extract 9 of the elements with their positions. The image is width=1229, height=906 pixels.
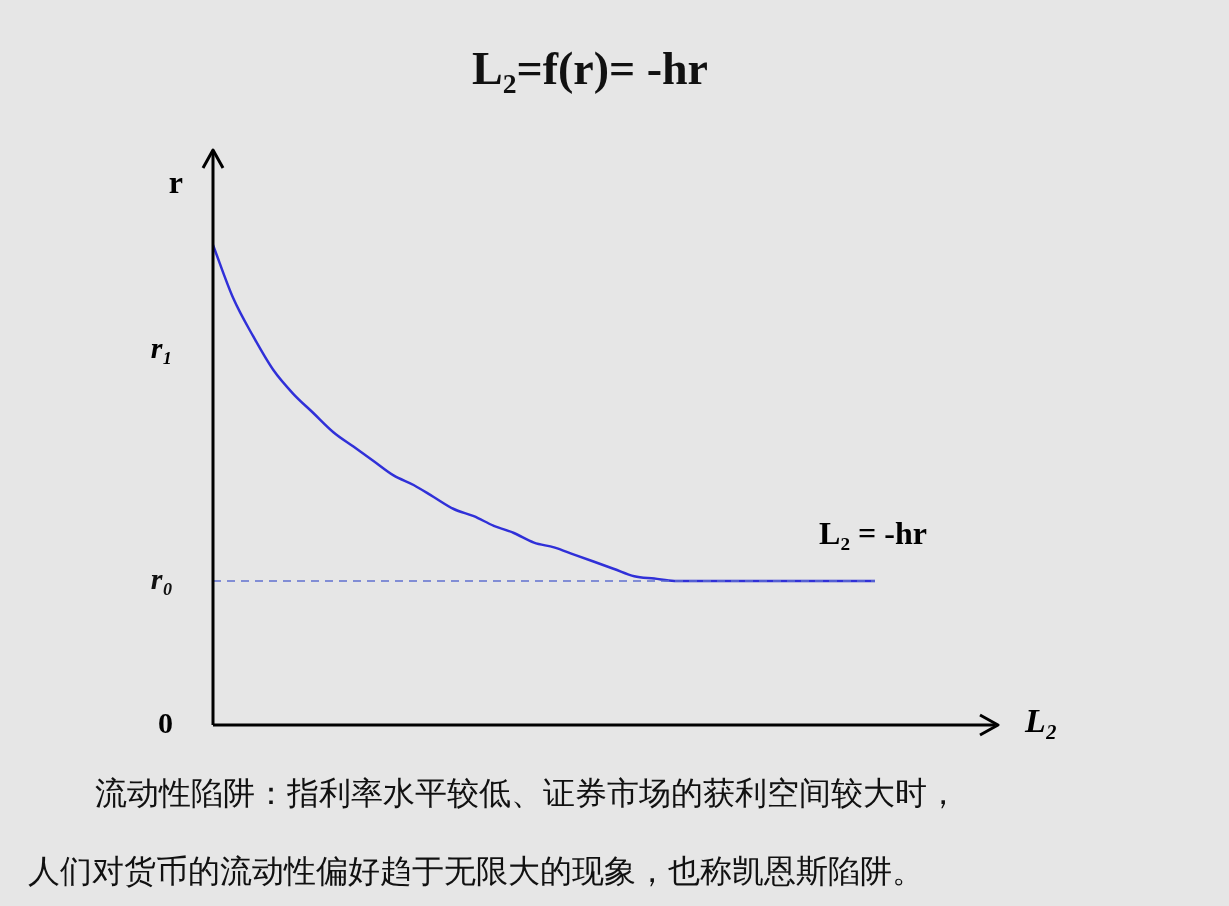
y-axis-title: r bbox=[168, 164, 183, 201]
text: 人们对货币的流动性偏好趋于无限大的现象，也称凯恩斯陷阱。 bbox=[28, 851, 924, 892]
annotation: L₂ = -hr bbox=[819, 515, 927, 552]
text: 0 bbox=[158, 705, 173, 739]
chart-title: L₂=f(r)= -hr bbox=[470, 42, 710, 95]
x-axis-title: L₂ bbox=[1024, 701, 1058, 739]
ref-line-label: r₀ bbox=[150, 561, 173, 595]
text: r₁ bbox=[150, 330, 173, 364]
text: 流动性陷阱：指利率水平较低、证券市场的获利空间较大时， bbox=[95, 773, 959, 814]
